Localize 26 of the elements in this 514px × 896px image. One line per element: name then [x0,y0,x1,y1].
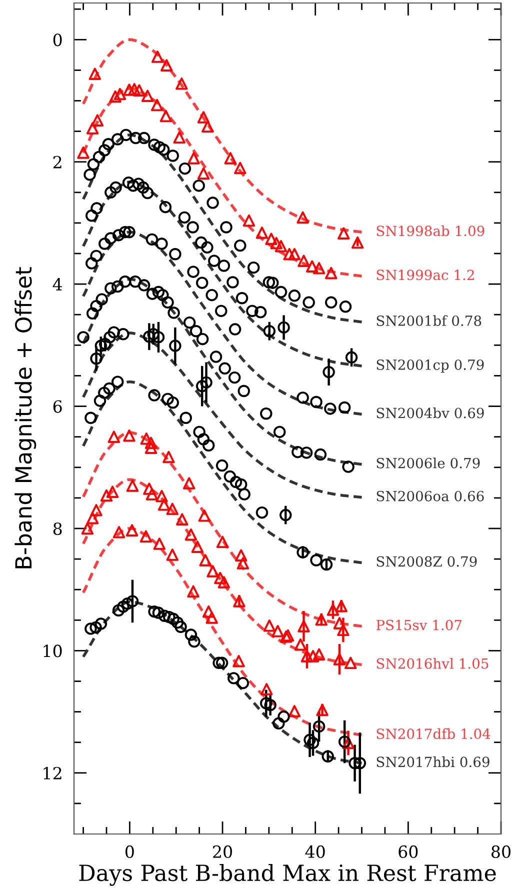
y-tick-label: 4 [52,278,62,290]
series-label: SN2016hvl 1.05 [376,658,488,669]
y-tick-label: 8 [53,522,62,536]
x-tick-label: 0 [125,845,134,858]
series-label: SN2001cp 0.79 [376,359,484,373]
y-axis-title: B-band Magnitude + Offset [14,267,36,568]
series-label: SN2008Z 0.79 [376,556,477,567]
y-tick-label: 2 [53,156,62,168]
x-tick-label: 40 [305,845,325,858]
series-label: SN2006oa 0.66 [376,490,484,502]
x-axis-title: Days Past B-band Max in Rest Frame [79,864,496,886]
x-tick-label: 60 [398,845,418,858]
series-label: SN2001bf 0.78 [376,315,482,326]
series-label: SN1999ac 1.2 [376,270,474,280]
x-tick-label: 80 [492,845,510,858]
series-label: SN1998ab 1.09 [376,225,484,236]
series-label: SN2006le 0.79 [376,458,480,468]
y-tick-label: 12 [44,766,62,780]
series-label: SN2004bv 0.69 [376,408,484,418]
y-tick-label: 10 [44,644,62,658]
y-tick-label: 0 [53,34,62,46]
x-tick-label: 20 [213,845,232,858]
series-label: PS15sv 1.07 [376,620,462,630]
series-label: SN2017hbi 0.69 [376,756,490,768]
y-tick-label: 6 [53,400,62,413]
series-label: SN2017dfb 1.04 [376,728,490,740]
